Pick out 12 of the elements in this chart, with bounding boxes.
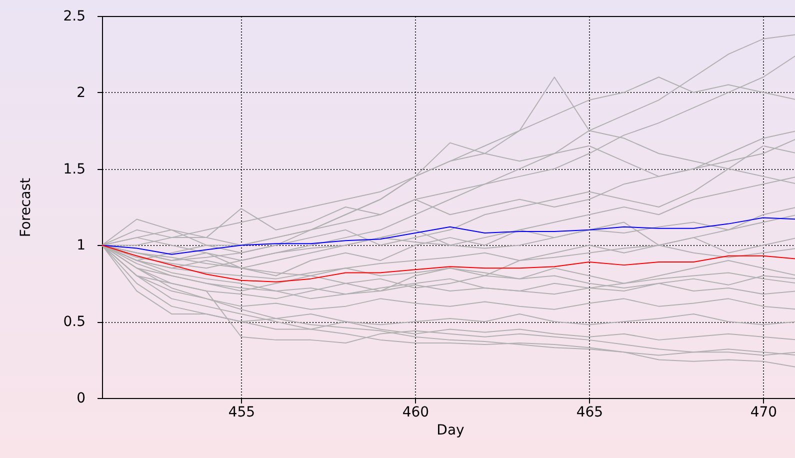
y-tick-label: 2 (76, 84, 86, 101)
y-tick-label: 2.5 (63, 8, 86, 24)
y-tick-label: 1 (76, 238, 86, 254)
y-tick-label: 0.5 (63, 314, 86, 330)
x-tick-label: 460 (402, 404, 430, 420)
x-tick-label: 465 (576, 404, 604, 420)
x-tick-label: 470 (750, 404, 778, 420)
y-tick-label: 1.5 (63, 161, 86, 178)
x-tick-label: 455 (228, 404, 256, 420)
y-axis-title: Forecast (18, 177, 34, 238)
x-axis-title: Day (436, 422, 464, 438)
y-tick-label: 0 (76, 390, 86, 406)
